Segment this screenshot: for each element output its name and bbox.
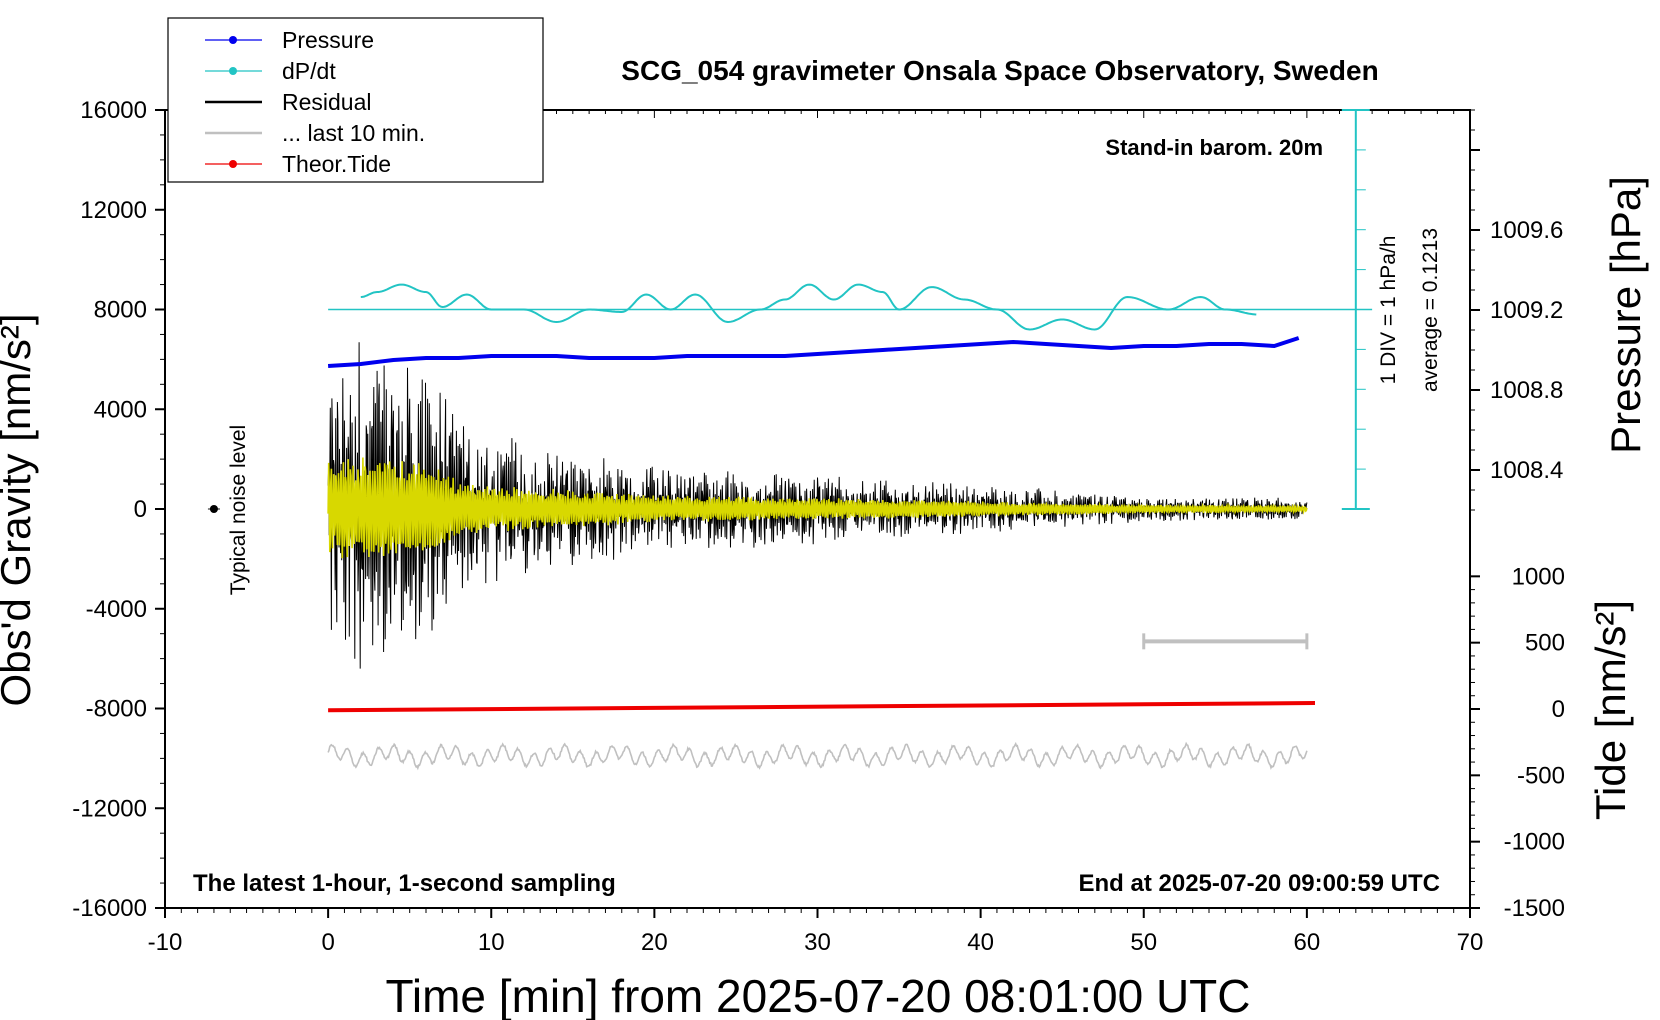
dpdt-line xyxy=(360,283,1257,331)
pressure-tick-labels: 1009.6 1009.2 1008.8 1008.4 xyxy=(1490,217,1563,484)
chart-title: SCG_054 gravimeter Onsala Space Observat… xyxy=(621,55,1378,86)
legend-box xyxy=(167,17,544,183)
y-tick-label: -16000 xyxy=(72,895,147,922)
legend-marker xyxy=(229,160,237,168)
legend-items: Pressure dP/dt Residual ... last 10 min. The… xyxy=(205,27,425,177)
sampling-note: The latest 1-hour, 1-second sampling xyxy=(193,870,616,897)
legend-marker xyxy=(229,67,237,75)
y-axis-label-tide: Tide [nm/s²] xyxy=(1587,600,1634,820)
x-tick-label: 70 xyxy=(1457,929,1484,956)
x-tick-labels: -10 0 10 20 30 40 50 60 70 xyxy=(148,929,1484,956)
noise-level-dot xyxy=(209,505,218,513)
end-time-note: End at 2025-07-20 09:00:59 UTC xyxy=(1079,870,1441,897)
y-tick-label: 8000 xyxy=(94,297,147,324)
noise-label: Typical noise level xyxy=(227,425,250,595)
x-tick-label: 50 xyxy=(1130,929,1157,956)
y-tick-label: -4000 xyxy=(86,596,147,623)
pressure-tick-label: 1008.8 xyxy=(1490,377,1563,404)
tide-line xyxy=(328,701,1316,713)
tide-tick-label: -500 xyxy=(1517,762,1565,789)
y-axis-label-pressure: Pressure [hPa] xyxy=(1602,176,1649,454)
div-label: 1 DIV = 1 hPa/h xyxy=(1377,236,1400,385)
tide-tick-label: 0 xyxy=(1552,696,1565,723)
pressure-tick-label: 1009.6 xyxy=(1490,217,1563,244)
x-tick-label: 10 xyxy=(478,929,505,956)
pressure-tick-label: 1008.4 xyxy=(1490,457,1563,484)
y-tick-label: 0 xyxy=(134,496,147,523)
tide-tick-label: -1500 xyxy=(1504,895,1565,922)
x-axis-label: Time [min] from 2025-07-20 08:01:00 UTC xyxy=(386,970,1251,1020)
legend-label: Pressure xyxy=(282,27,374,53)
pressure-tick-label: 1009.2 xyxy=(1490,297,1563,324)
x-tick-label: 60 xyxy=(1294,929,1321,956)
legend: Pressure dP/dt Residual ... last 10 min. The… xyxy=(167,17,544,183)
barometer-note: Stand-in barom. 20m xyxy=(1105,135,1323,160)
x-tick-label: 40 xyxy=(967,929,994,956)
x-tick-label: 30 xyxy=(804,929,831,956)
legend-label: ... last 10 min. xyxy=(282,120,425,146)
y-tick-label: -12000 xyxy=(72,795,147,822)
tide-tick-labels: 1000 500 0 -500 -1000 -1500 xyxy=(1504,563,1565,922)
y-tick-labels: 16000 12000 8000 4000 0 -4000 -8000 -12000 -1600… xyxy=(72,97,147,922)
average-label: average = 0.1213 xyxy=(1419,228,1442,392)
legend-label: Residual xyxy=(282,89,372,115)
pressure-line xyxy=(327,336,1300,368)
x-tick-label: 0 xyxy=(321,929,334,956)
tide-tick-label: 1000 xyxy=(1512,563,1565,590)
y-tick-label: 4000 xyxy=(94,396,147,423)
last10-line xyxy=(327,741,1308,771)
dpdt-scale-bar xyxy=(1341,109,1370,510)
y-tick-label: 12000 xyxy=(80,197,147,224)
legend-label: Theor.Tide xyxy=(282,151,391,177)
y-tick-label: 16000 xyxy=(80,97,147,124)
legend-label: dP/dt xyxy=(282,58,336,84)
y-axis-label-left: Obs'd Gravity [nm/s²] xyxy=(0,313,39,706)
x-tick-label: 20 xyxy=(641,929,668,956)
legend-marker xyxy=(229,36,237,44)
filtered-residual-line xyxy=(327,457,1308,559)
x-tick-label: -10 xyxy=(148,929,183,956)
tide-tick-label: 500 xyxy=(1525,630,1565,657)
y-tick-label: -8000 xyxy=(86,696,147,723)
tide-tick-label: -1000 xyxy=(1504,829,1565,856)
series-layer xyxy=(207,283,1373,771)
